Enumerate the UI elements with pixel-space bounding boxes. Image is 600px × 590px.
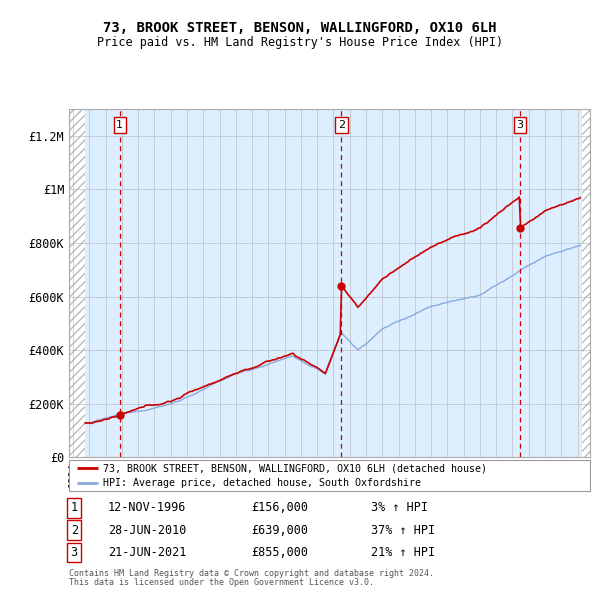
Text: 73, BROOK STREET, BENSON, WALLINGFORD, OX10 6LH: 73, BROOK STREET, BENSON, WALLINGFORD, O… [103,21,497,35]
Text: 3: 3 [71,546,78,559]
Text: 21% ↑ HPI: 21% ↑ HPI [371,546,435,559]
Text: HPI: Average price, detached house, South Oxfordshire: HPI: Average price, detached house, Sout… [103,477,421,487]
Bar [69,109,85,457]
Bar [581,109,590,457]
Text: 3: 3 [517,120,524,130]
Text: £156,000: £156,000 [251,502,308,514]
Text: Price paid vs. HM Land Registry's House Price Index (HPI): Price paid vs. HM Land Registry's House … [97,36,503,49]
Text: 37% ↑ HPI: 37% ↑ HPI [371,523,435,536]
Text: 1: 1 [71,502,78,514]
Text: 73, BROOK STREET, BENSON, WALLINGFORD, OX10 6LH (detached house): 73, BROOK STREET, BENSON, WALLINGFORD, O… [103,464,487,474]
Text: 12-NOV-1996: 12-NOV-1996 [108,502,187,514]
Text: 28-JUN-2010: 28-JUN-2010 [108,523,187,536]
Text: £855,000: £855,000 [251,546,308,559]
Text: This data is licensed under the Open Government Licence v3.0.: This data is licensed under the Open Gov… [69,578,374,588]
Text: 2: 2 [338,120,345,130]
Text: 3% ↑ HPI: 3% ↑ HPI [371,502,428,514]
Text: 2: 2 [71,523,78,536]
Text: 1: 1 [116,120,123,130]
Text: 21-JUN-2021: 21-JUN-2021 [108,546,187,559]
Text: £639,000: £639,000 [251,523,308,536]
Text: Contains HM Land Registry data © Crown copyright and database right 2024.: Contains HM Land Registry data © Crown c… [69,569,434,578]
